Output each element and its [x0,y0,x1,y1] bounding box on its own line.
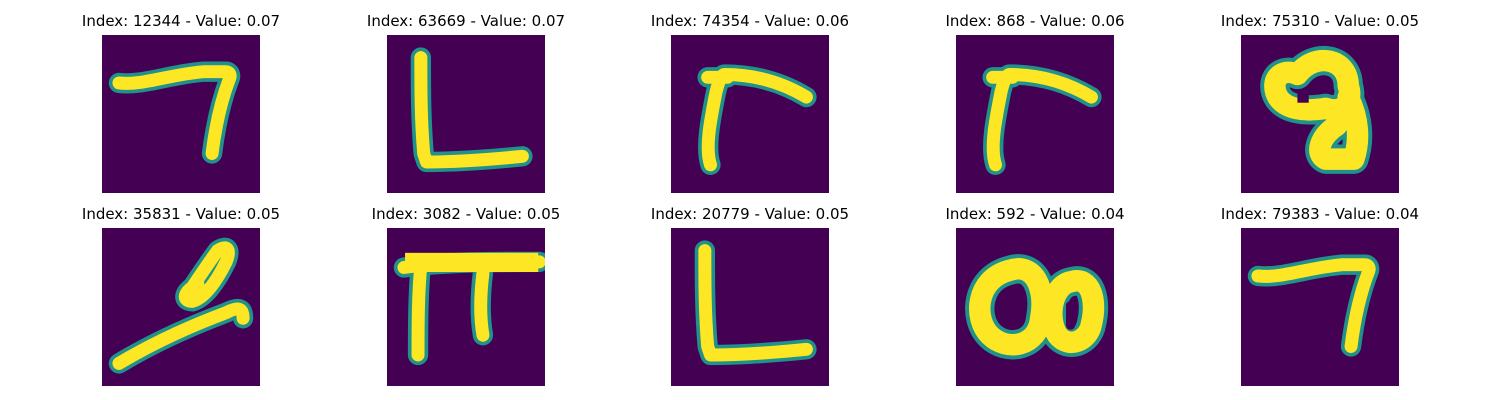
glyph-hole [1297,91,1309,103]
glyph-stroke [1309,86,1369,170]
panel-title: Index: 3082 - Value: 0.05 [371,205,561,223]
glyph-image [956,228,1114,386]
glyph-image [1241,35,1399,193]
glyph-image [671,228,829,386]
glyph-stroke [474,266,490,342]
image-background [956,35,1114,193]
glyph-svg [102,228,260,386]
glyph-svg [387,228,545,386]
image-panel: Index: 74354 - Value: 0.06 [600,0,900,400]
image-panel: Index: 79383 - Value: 0.04 [1170,0,1470,400]
glyph-stroke [414,51,529,169]
glyph-image [956,35,1114,193]
glyph-svg [671,228,829,386]
panel-title: Index: 868 - Value: 0.06 [945,12,1125,30]
glyph-stroke [1264,49,1361,121]
glyph-svg [956,35,1114,193]
glyph-image [102,228,260,386]
panel-title: Index: 75310 - Value: 0.05 [1220,12,1420,30]
image-panel: Index: 868 - Value: 0.06 [885,0,1185,400]
glyph-stroke [698,244,813,362]
glyph-hole [1001,315,1010,326]
panel-title: Index: 12344 - Value: 0.07 [81,12,281,30]
glyph-stroke [701,68,813,172]
panel-title: Index: 79383 - Value: 0.04 [1220,205,1420,223]
glyph-stroke [112,65,237,160]
image-background [102,35,260,193]
glyph-image [1241,228,1399,386]
glyph-svg [1241,35,1399,193]
panel-title: Index: 35831 - Value: 0.05 [81,205,281,223]
panel-title: Index: 592 - Value: 0.04 [945,205,1125,223]
glyph-svg [1241,228,1399,386]
glyph-stroke [411,258,428,362]
glyph-svg [671,35,829,193]
image-panel: Index: 63669 - Value: 0.07 [316,0,616,400]
image-background [1241,228,1399,386]
glyph-stroke [986,68,1098,172]
image-panel: Index: 3082 - Value: 0.05 [316,0,616,400]
glyph-stroke [178,241,235,308]
panel-title: Index: 74354 - Value: 0.06 [650,12,850,30]
glyph-svg [956,228,1114,386]
glyph-image [671,35,829,193]
glyph-image [387,228,545,386]
panel-title: Index: 20779 - Value: 0.05 [650,205,850,223]
glyph-image [387,35,545,193]
image-panel: Index: 12344 - Value: 0.07 [31,0,331,400]
glyph-stroke [1251,258,1376,353]
glyph-stroke [405,252,539,273]
image-panel: Index: 35831 - Value: 0.05 [31,0,331,400]
image-panel: Index: 20779 - Value: 0.05 [600,0,900,400]
image-background [671,35,829,193]
image-panel: Index: 75310 - Value: 0.05 [1170,0,1470,400]
glyph-hole [1066,301,1076,330]
glyph-stroke [1041,270,1105,353]
glyph-svg [102,35,260,193]
glyph-svg [387,35,545,193]
panel-title: Index: 63669 - Value: 0.07 [366,12,566,30]
glyph-image [102,35,260,193]
glyph-stroke [112,302,250,370]
image-panel: Index: 592 - Value: 0.04 [885,0,1185,400]
glyph-stroke [969,258,1053,356]
